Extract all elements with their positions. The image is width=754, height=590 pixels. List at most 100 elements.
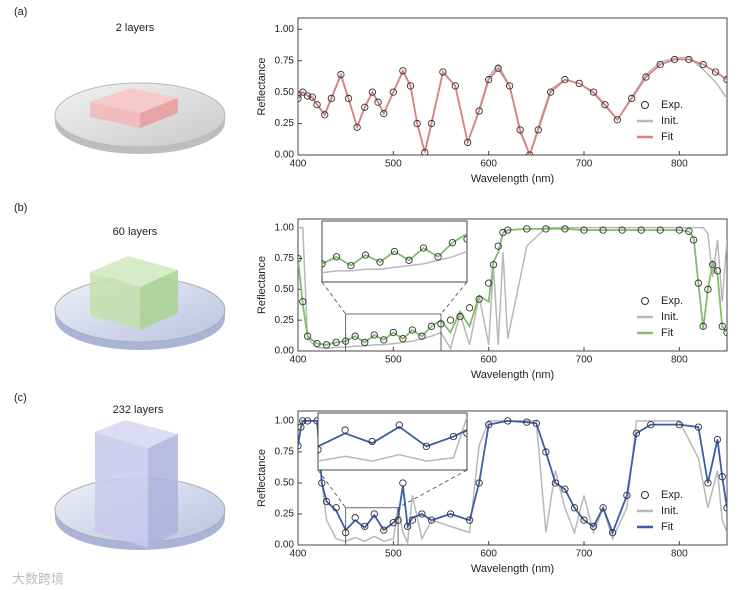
x-tick-label: 500 (385, 159, 402, 170)
x-tick-label: 800 (671, 159, 688, 170)
zoom-connector (321, 281, 346, 315)
data-point (704, 285, 712, 293)
zoom-connector (397, 469, 468, 509)
data-point (642, 73, 650, 81)
y-tick-label: 0.25 (275, 315, 295, 326)
data-point (427, 322, 436, 330)
x-tick-label: 800 (671, 549, 688, 560)
data-point (405, 256, 413, 264)
data-point (601, 101, 609, 109)
data-point (475, 107, 483, 115)
data-point (451, 82, 459, 90)
x-tick-label: 500 (385, 549, 402, 560)
data-point (439, 68, 447, 76)
plot-frame (297, 17, 728, 156)
legend-label: Init. (661, 311, 679, 323)
x-tick-label: 400 (290, 355, 307, 366)
y-axis-label: Reflectance (256, 256, 268, 314)
data-point (390, 247, 399, 256)
data-point (685, 227, 693, 235)
legend-marker (641, 101, 649, 109)
data-point (308, 93, 316, 101)
y-tick-label: 0.00 (275, 346, 295, 357)
data-point (368, 88, 377, 96)
series-line (318, 416, 467, 462)
data-point (299, 417, 307, 425)
data-point (408, 326, 417, 334)
data-point (504, 226, 512, 234)
illustration-a (54, 82, 226, 154)
x-tick-label: 700 (576, 159, 593, 170)
data-point (298, 254, 302, 263)
data-point (685, 55, 693, 64)
data-point (561, 485, 569, 493)
data-point (465, 304, 474, 312)
data-point (380, 109, 388, 118)
x-axis-label: Wavelength (nm) (471, 369, 554, 381)
data-point (699, 60, 707, 69)
data-point (380, 526, 388, 534)
data-point (608, 528, 617, 537)
data-point (580, 516, 588, 524)
data-point (446, 316, 455, 324)
illustration-b (54, 256, 226, 350)
plot-area (298, 225, 727, 351)
series-line (298, 226, 727, 351)
data-point (318, 479, 326, 487)
data-point (322, 341, 331, 349)
data-point (418, 332, 426, 340)
data-point (449, 432, 458, 441)
series-line (298, 420, 727, 545)
inset-frame (317, 412, 468, 471)
series-line (322, 250, 467, 274)
panel-label: (a) (14, 6, 27, 18)
data-point (303, 92, 312, 100)
panel-title: 232 layers (113, 404, 164, 416)
data-point (361, 251, 370, 259)
y-tick-label: 0.00 (275, 540, 295, 551)
data-point (580, 226, 588, 234)
y-tick-label: 0.75 (275, 447, 295, 458)
y-tick-label: 1.00 (275, 416, 295, 427)
illustration-c (54, 420, 226, 550)
y-tick-label: 0.25 (275, 118, 295, 129)
data-point (448, 239, 457, 247)
data-point (534, 126, 542, 134)
plot-area (298, 55, 727, 155)
data-point (303, 332, 312, 340)
zoom-connector (317, 469, 346, 509)
inset-area (322, 233, 467, 274)
plot-area (298, 417, 727, 545)
x-tick-label: 700 (576, 549, 593, 560)
zoom-box (345, 313, 442, 352)
data-point (723, 328, 727, 337)
data-point (399, 479, 407, 487)
x-axis-label: Wavelength (nm) (471, 563, 554, 575)
data-point (463, 429, 467, 437)
data-point (628, 94, 636, 103)
data-point (419, 244, 428, 252)
data-point (675, 226, 683, 234)
legend-label: Fit (661, 131, 673, 143)
data-point (380, 336, 388, 344)
legend-marker (641, 491, 649, 499)
data-point (523, 418, 531, 426)
y-tick-label: 0.50 (275, 478, 295, 489)
data-point (704, 479, 712, 487)
data-point (408, 516, 417, 524)
data-point (341, 426, 349, 434)
y-tick-label: 0.75 (275, 253, 295, 264)
y-tick-label: 0.25 (275, 509, 295, 520)
data-point (656, 60, 664, 69)
data-point (551, 479, 560, 487)
x-tick-label: 500 (385, 355, 402, 366)
data-point (374, 98, 382, 106)
data-point (351, 514, 359, 522)
x-tick-label: 700 (576, 355, 593, 366)
data-point (505, 82, 514, 90)
data-point (322, 497, 331, 506)
data-point (647, 420, 655, 429)
plot-frame (297, 218, 728, 352)
x-tick-label: 600 (480, 549, 497, 560)
